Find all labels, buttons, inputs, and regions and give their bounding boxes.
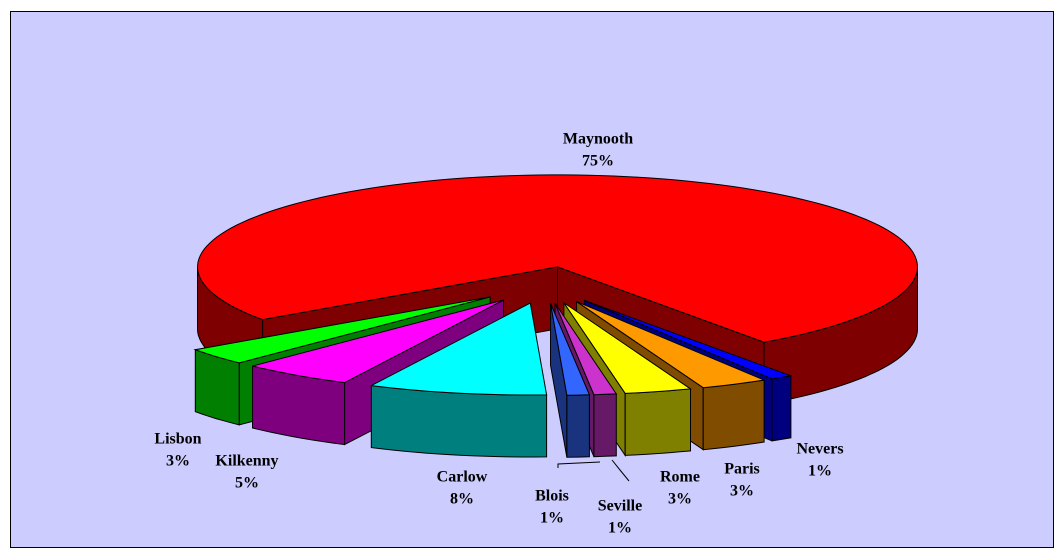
slice-side (702, 379, 765, 451)
slice-side (771, 375, 792, 442)
labels: Lisbon 3% Kilkenny 5% Carlow 8% Blois 1% Seville… (154, 131, 843, 537)
slice-value-label: 8% (450, 491, 474, 508)
slice-label: Kilkenny (215, 453, 278, 470)
slice-value-label: 3% (668, 491, 692, 508)
slice-value-label: 3% (730, 483, 754, 500)
slice-label: Carlow (437, 469, 488, 486)
pie (193, 174, 918, 458)
leader-line (557, 461, 601, 468)
slice-label: Nevers (796, 441, 843, 458)
slice (197, 174, 918, 343)
slice-label: Lisbon (154, 431, 201, 448)
slice-side (566, 394, 590, 458)
slice-side (593, 393, 617, 458)
slice-value-label: 1% (608, 520, 632, 537)
slice-value-label: 3% (166, 453, 190, 470)
slice-value-label: 75% (582, 153, 614, 170)
slice-side (370, 385, 548, 458)
slice-label: Maynooth (563, 131, 633, 148)
slice (554, 302, 618, 396)
slice-value-label: 5% (235, 475, 259, 492)
slice-label: Rome (660, 469, 700, 486)
leader-line (611, 459, 630, 482)
slice (576, 301, 766, 389)
slice (369, 302, 548, 396)
slice-side (624, 388, 691, 456)
slice (193, 296, 491, 364)
slice-value-label: 1% (808, 463, 832, 480)
slice-value-label: 1% (540, 510, 564, 527)
slice-label: Paris (724, 461, 760, 478)
slice (252, 299, 504, 384)
slice-label: Seville (598, 498, 642, 515)
slice-label: Blois (535, 488, 569, 505)
slice (584, 299, 793, 380)
slice (550, 303, 591, 396)
slice (563, 302, 692, 394)
